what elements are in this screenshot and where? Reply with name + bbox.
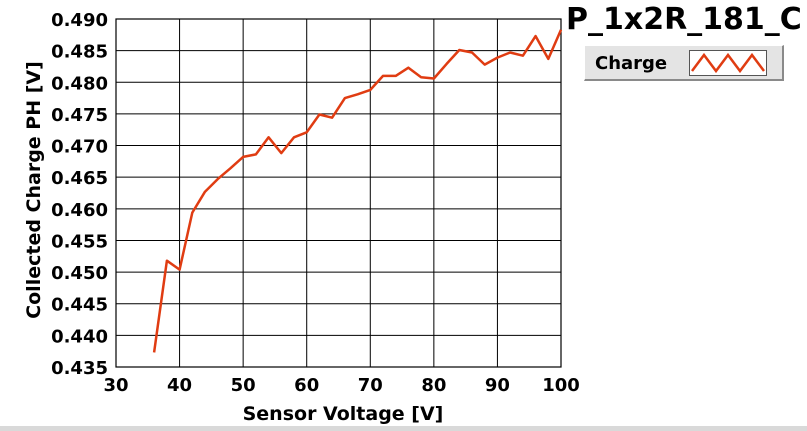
- y-tick-label: 0.480: [51, 73, 108, 94]
- y-tick-label: 0.470: [51, 137, 108, 158]
- x-tick-label: 90: [485, 375, 510, 396]
- x-tick-label: 40: [167, 375, 192, 396]
- y-tick-label: 0.440: [51, 326, 108, 347]
- legend[interactable]: Charge: [584, 45, 784, 81]
- legend-line-sample: [691, 52, 765, 74]
- y-tick-label: 0.490: [51, 10, 108, 31]
- y-tick-label: 0.450: [51, 263, 108, 284]
- scroll-strip: [0, 426, 807, 431]
- y-tick-label: 0.475: [51, 105, 108, 126]
- y-axis-label: Collected Charge PH [V]: [23, 61, 45, 319]
- x-tick-label: 50: [231, 375, 256, 396]
- x-tick-label: 80: [421, 375, 446, 396]
- x-tick-label: 70: [358, 375, 383, 396]
- x-tick-label: 100: [542, 375, 580, 396]
- x-tick-label: 30: [103, 375, 128, 396]
- chart-title: P_1x2R_181_C: [566, 2, 802, 37]
- x-tick-label: 60: [294, 375, 319, 396]
- y-tick-label: 0.485: [51, 42, 108, 63]
- series-line-charge: [152, 29, 563, 353]
- y-tick-label: 0.460: [51, 200, 108, 221]
- y-tick-label: 0.465: [51, 168, 108, 189]
- y-tick-label: 0.455: [51, 231, 108, 252]
- legend-label-charge: Charge: [595, 53, 668, 74]
- y-tick-label: 0.445: [51, 295, 108, 316]
- x-axis-label: Sensor Voltage [V]: [243, 403, 444, 425]
- plot-area: [115, 18, 562, 368]
- y-tick-label: 0.435: [51, 358, 108, 379]
- legend-swatch-charge[interactable]: [689, 50, 767, 76]
